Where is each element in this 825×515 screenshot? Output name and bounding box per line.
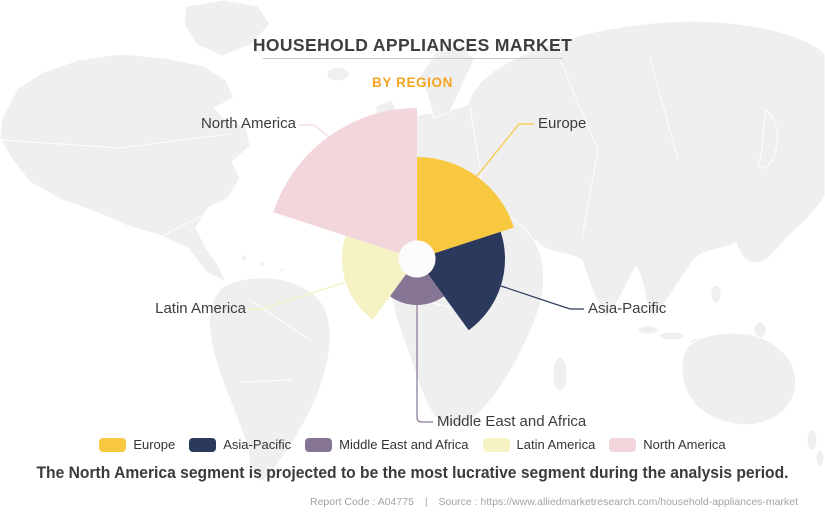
key-finding-statement: The North America segment is projected t… xyxy=(36,463,789,482)
report-code: Report Code : A04775 xyxy=(310,496,414,508)
page-title: HOUSEHOLD APPLIANCES MARKET xyxy=(252,35,573,55)
callout-label-asia-pacific: Asia-Pacific xyxy=(588,300,667,317)
title-divider xyxy=(262,58,563,59)
legend-swatch-north-america xyxy=(609,437,637,452)
legend-label-north-america: North America xyxy=(643,437,726,452)
legend-swatch-latin-america xyxy=(482,437,510,452)
leader-line-asia-pacific xyxy=(500,285,584,310)
madagascar xyxy=(552,356,568,392)
iceland xyxy=(326,66,350,82)
legend-item-asia-pacific[interactable]: Asia-Pacific xyxy=(189,437,291,452)
callout-label-middle-east-and-africa: Middle East and Africa xyxy=(437,413,587,430)
pie-segment-latin-america[interactable] xyxy=(342,235,407,320)
legend-item-latin-america[interactable]: Latin America xyxy=(482,437,596,452)
footer-bar: Report Code : A04775 | Source : https://… xyxy=(0,490,825,515)
chart-legend: Europe Asia-Pacific Middle East and Afri… xyxy=(0,437,825,452)
greenland xyxy=(183,0,271,57)
legend-label-asia-pacific: Asia-Pacific xyxy=(223,437,292,452)
legend-swatch-europe xyxy=(99,437,127,452)
leader-line-north-america xyxy=(299,124,331,139)
chart-subtitle: BY REGION xyxy=(372,75,453,90)
legend-item-middle-east-and-africa[interactable]: Middle East and Africa xyxy=(305,437,469,452)
legend-label-latin-america: Latin America xyxy=(516,437,596,452)
new-zealand xyxy=(806,429,818,451)
leader-line-latin-america xyxy=(248,281,347,310)
australia xyxy=(681,332,797,426)
legend-item-europe[interactable]: Europe xyxy=(99,437,175,452)
callout-label-north-america: North America xyxy=(200,115,296,132)
source-url: Source : https://www.alliedmarketresearc… xyxy=(438,496,799,508)
legend-label-europe: Europe xyxy=(133,437,176,452)
south-america xyxy=(208,277,331,482)
philippines xyxy=(710,284,722,304)
callout-label-europe: Europe xyxy=(538,115,587,132)
legend-swatch-middle-east-and-africa xyxy=(305,437,333,452)
japan xyxy=(757,109,779,169)
legend-swatch-asia-pacific xyxy=(189,437,217,452)
pie-segment-north-america[interactable] xyxy=(273,108,417,254)
pie-segment-asia-pacific[interactable] xyxy=(427,231,506,331)
footer-separator: | xyxy=(424,496,428,508)
pie-center-hole xyxy=(398,240,436,278)
scandinavia xyxy=(419,43,475,119)
pie-segment-europe[interactable] xyxy=(417,157,514,254)
leader-line-middle-east-and-africa xyxy=(416,303,433,423)
callout-label-latin-america: Latin America xyxy=(155,300,246,317)
legend-item-north-america[interactable]: North America xyxy=(609,437,726,452)
pie-segment-middle-east-and-africa[interactable] xyxy=(390,274,444,305)
rose-segments xyxy=(273,108,514,331)
north-america xyxy=(0,53,251,284)
leader-line-europe xyxy=(476,123,534,177)
legend-label-middle-east-and-africa: Middle East and Africa xyxy=(339,437,469,452)
